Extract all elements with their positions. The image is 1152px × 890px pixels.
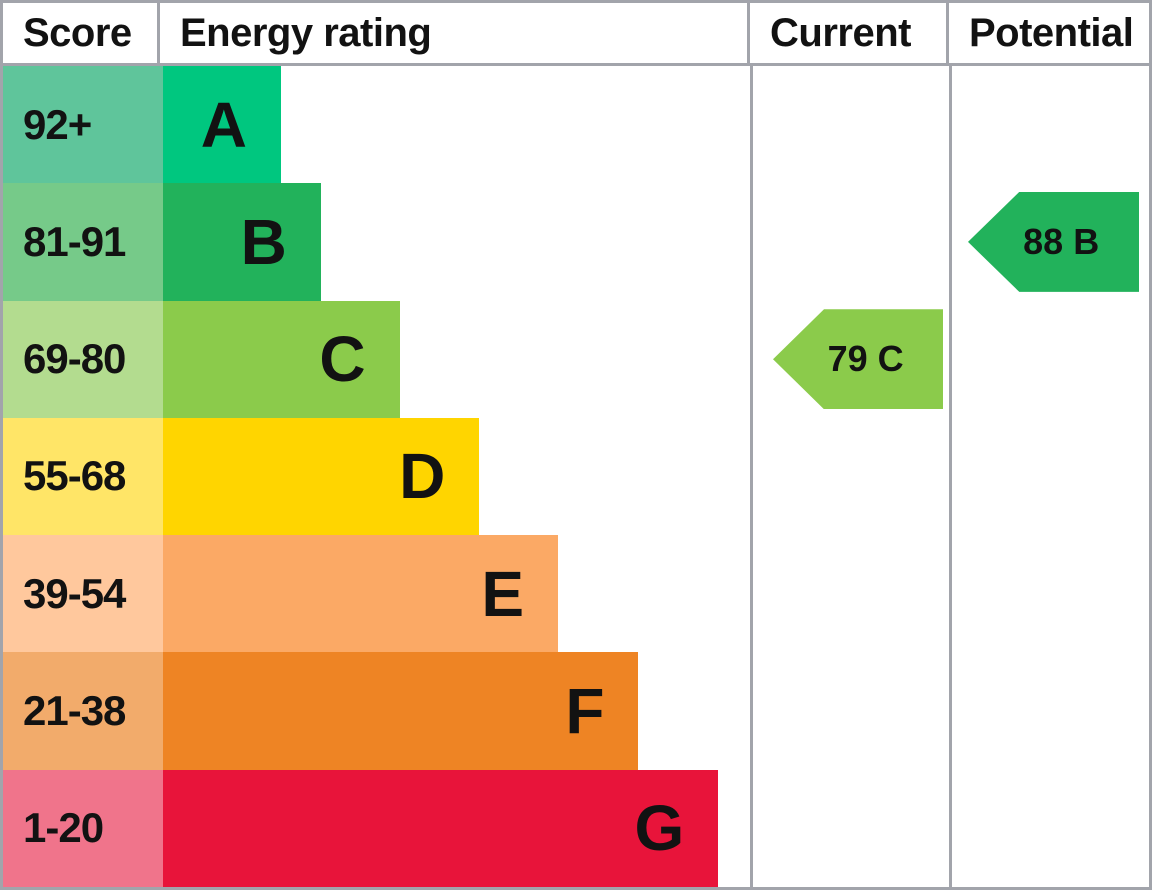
rating-letter-e: E <box>481 557 525 630</box>
score-range-f: 21-38 <box>3 652 163 770</box>
energy-bar-track-d: D <box>163 417 750 536</box>
score-range-g: 1-20 <box>3 769 163 887</box>
rating-bar-d: D <box>163 417 480 536</box>
current-cell-a <box>750 66 949 184</box>
score-range-a: 92+ <box>3 66 163 184</box>
current-cell-f <box>750 652 949 770</box>
rating-letter-f: F <box>565 675 605 748</box>
current-rating-arrow: 79 C <box>773 309 943 410</box>
band-row-f: 21-38 F <box>3 652 1149 770</box>
band-row-e: 39-54 E <box>3 535 1149 653</box>
score-column-header: Score <box>3 3 160 63</box>
potential-cell-b: 88 B <box>949 183 1149 301</box>
rating-bar-c: C <box>163 300 400 418</box>
energy-bar-track-f: F <box>163 652 750 770</box>
potential-cell-c <box>949 300 1149 418</box>
potential-cell-f <box>949 652 1149 770</box>
potential-cell-e <box>949 535 1149 653</box>
energy-bar-track-g: G <box>163 769 750 887</box>
energy-bar-track-e: E <box>163 535 750 653</box>
score-range-c: 69-80 <box>3 300 163 418</box>
rating-letter-a: A <box>200 88 247 161</box>
energy-rating-column-header: Energy rating <box>180 10 432 55</box>
potential-cell-d <box>949 417 1149 536</box>
score-range-e: 39-54 <box>3 535 163 653</box>
energy-bar-track-c: C <box>163 300 750 418</box>
energy-bar-track-b: B <box>163 183 750 301</box>
rating-bar-a: A <box>163 66 281 184</box>
band-row-b: 81-91 B 88 B <box>3 183 1149 301</box>
current-cell-b <box>750 183 949 301</box>
current-cell-d <box>750 417 949 536</box>
current-cell-g <box>750 769 949 887</box>
potential-column-header: Potential <box>946 3 1149 63</box>
potential-rating-label: 88 B <box>1023 220 1100 262</box>
band-row-c: 69-80 C 79 C <box>3 300 1149 418</box>
current-rating-label: 79 C <box>827 338 904 380</box>
rating-bar-e: E <box>163 535 559 653</box>
rating-letter-d: D <box>399 440 446 513</box>
potential-cell-a <box>949 66 1149 184</box>
energy-bar-track-a: A <box>163 66 750 184</box>
potential-cell-g <box>949 769 1149 887</box>
rating-letter-c: C <box>319 323 366 396</box>
potential-rating-arrow: 88 B <box>968 191 1139 292</box>
rating-letter-b: B <box>240 205 287 278</box>
current-cell-e <box>750 535 949 653</box>
header-row: Score Energy rating Current Potential <box>3 3 1149 66</box>
rating-bar-f: F <box>163 652 639 770</box>
current-cell-c: 79 C <box>750 300 949 418</box>
rating-bar-b: B <box>163 183 321 301</box>
rating-letter-g: G <box>634 792 685 865</box>
band-row-a: 92+ A <box>3 66 1149 184</box>
score-range-d: 55-68 <box>3 417 163 536</box>
current-column-header: Current <box>747 3 946 63</box>
band-row-g: 1-20 G <box>3 769 1149 887</box>
rating-bar-g: G <box>163 769 719 887</box>
score-range-b: 81-91 <box>3 183 163 301</box>
band-row-d: 55-68 D <box>3 417 1149 536</box>
